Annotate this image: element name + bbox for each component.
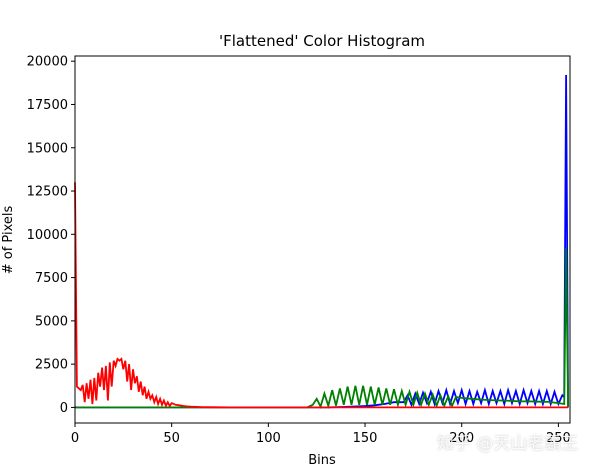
- x-tick-label: 50: [163, 431, 180, 446]
- chart-title: 'Flattened' Color Histogram: [219, 32, 425, 50]
- y-tick-label: 15000: [27, 141, 68, 156]
- watermark-text: 知乎 @天山老霸王: [437, 434, 579, 454]
- y-tick-label: 5000: [35, 314, 68, 329]
- series-line-2: [74, 182, 569, 409]
- plot-background: [75, 56, 570, 423]
- series-line-0: [75, 74, 569, 409]
- x-tick-label: 100: [256, 431, 281, 446]
- y-tick-label: 2500: [35, 358, 68, 373]
- y-tick-label: 10000: [27, 228, 68, 243]
- x-tick-label: 0: [71, 431, 79, 446]
- x-axis-label: Bins: [308, 453, 336, 468]
- x-tick-label: 150: [353, 431, 378, 446]
- plot-frame: [74, 55, 571, 424]
- series-layer: [74, 74, 569, 410]
- y-tick-label: 12500: [27, 185, 68, 200]
- y-tick-label: 17500: [27, 98, 68, 113]
- y-axis-ticks: 0 2500 5000 7500 10000 12500 15000 17500 20000: [27, 55, 75, 416]
- y-tick-label: 7500: [35, 271, 68, 286]
- y-tick-label: 20000: [27, 55, 68, 70]
- plot-area: [74, 55, 571, 424]
- y-axis-label: # of Pixels: [1, 206, 16, 275]
- y-tick-label: 0: [60, 401, 68, 416]
- x-tick-label: 250: [546, 431, 571, 446]
- series-line-1: [74, 248, 569, 410]
- x-axis-ticks: 0 50 100 150 200 250: [71, 423, 571, 446]
- x-tick-label: 200: [449, 431, 474, 446]
